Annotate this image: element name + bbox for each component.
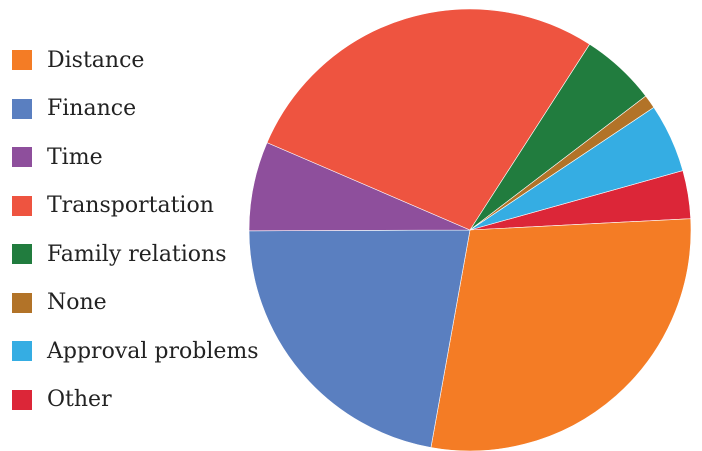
- legend-item-approval-problems: Approval problems: [12, 327, 259, 376]
- legend-swatch-family-relations: [12, 244, 32, 265]
- pie-slice-transportation: [266, 8, 591, 231]
- legend-label-family-relations: Family relations: [47, 241, 227, 267]
- legend-label-none: None: [47, 290, 107, 316]
- pie-slice-distance: [430, 218, 692, 451]
- legend-label-finance: Finance: [47, 96, 137, 122]
- legend-label-transportation: Transportation: [47, 193, 214, 219]
- legend-item-family-relations: Family relations: [12, 230, 259, 279]
- legend-item-distance: Distance: [12, 36, 259, 85]
- pie-slice-finance: [248, 229, 471, 448]
- legend-swatch-approval-problems: [12, 341, 32, 362]
- legend-item-none: None: [12, 279, 259, 328]
- legend-swatch-other: [12, 389, 32, 410]
- legend-label-distance: Distance: [47, 47, 145, 73]
- legend-swatch-finance: [12, 98, 32, 119]
- legend-swatch-distance: [12, 50, 32, 71]
- pie-slice-approval-problems: [469, 106, 684, 231]
- legend-label-approval-problems: Approval problems: [47, 338, 259, 364]
- legend-item-finance: Finance: [12, 85, 259, 134]
- legend-item-transportation: Transportation: [12, 182, 259, 231]
- legend-swatch-time: [12, 147, 32, 168]
- chart-legend: Distance Finance Time Transportation Fam…: [12, 36, 259, 424]
- legend-item-time: Time: [12, 133, 259, 182]
- legend-label-other: Other: [47, 387, 112, 413]
- legend-swatch-none: [12, 292, 32, 313]
- legend-swatch-transportation: [12, 195, 32, 216]
- legend-item-other: Other: [12, 376, 259, 425]
- legend-label-time: Time: [47, 144, 103, 170]
